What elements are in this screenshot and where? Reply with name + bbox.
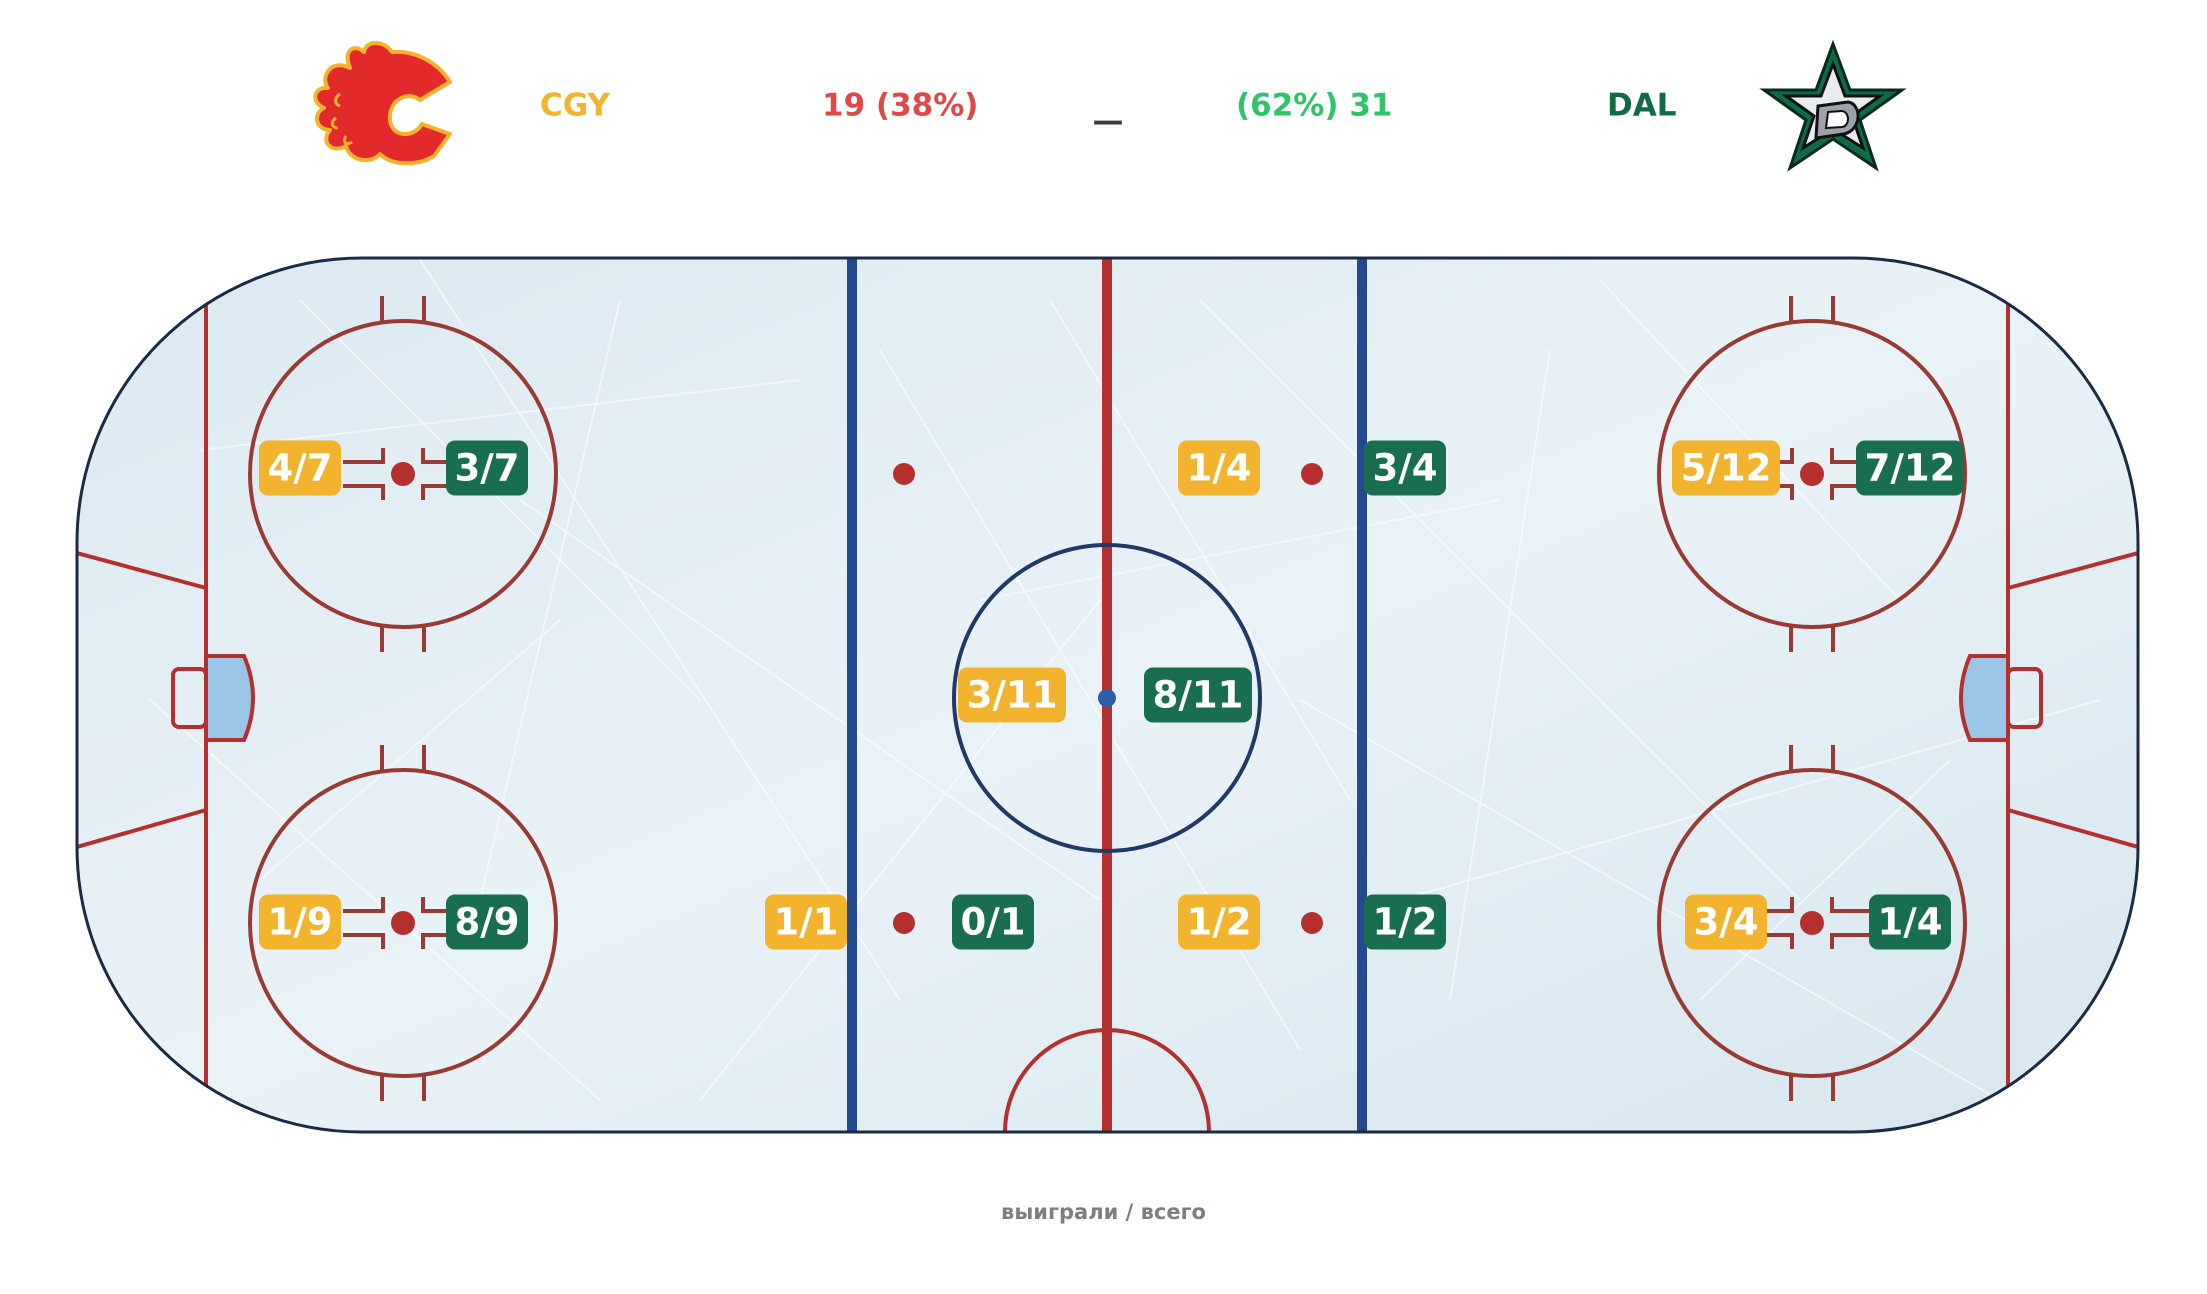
left-bottom-circle-away-badge: 8/9 xyxy=(446,894,528,950)
right-neutral-top-home-badge: 1/4 xyxy=(1178,440,1260,496)
left-top-circle-away-badge: 3/7 xyxy=(446,440,528,496)
left-neutral-bottom-home-badge: 1/1 xyxy=(765,894,847,950)
away-team-abbr: DAL xyxy=(1607,87,1677,124)
right-goal-net xyxy=(2006,667,2043,729)
right-bottom-circle-away-badge: 1/4 xyxy=(1869,894,1951,950)
left-neutral-bottom-away-badge: 0/1 xyxy=(952,894,1034,950)
right-bottom-circle-home-badge: 3/4 xyxy=(1685,894,1767,950)
center-ice-dot xyxy=(1098,689,1116,707)
right-goal-crease xyxy=(1959,654,2010,742)
right-top-circle-home-badge: 5/12 xyxy=(1672,440,1780,496)
left-top-circle-home-badge: 4/7 xyxy=(259,440,341,496)
legend-caption: выиграли / всего xyxy=(1001,1200,1206,1224)
right-neutral-bottom-away-badge: 1/2 xyxy=(1364,894,1446,950)
referee-crease xyxy=(1003,1028,1211,1132)
center-ice-home-badge: 3/11 xyxy=(958,667,1066,723)
stars-logo-icon xyxy=(1759,39,1907,172)
right-neutral-top-away-badge: 3/4 xyxy=(1364,440,1446,496)
left-goal-net xyxy=(171,667,208,729)
left-goal-crease xyxy=(204,654,255,742)
right-neutral-bottom-home-badge: 1/2 xyxy=(1178,894,1260,950)
faceoff-dots xyxy=(391,462,1824,935)
center-ice-away-badge: 8/11 xyxy=(1144,667,1252,723)
flames-logo-icon xyxy=(313,41,452,166)
away-team-score: (62%) 31 xyxy=(1236,87,1393,124)
rink-boards xyxy=(75,256,2140,1134)
faceoff-circles xyxy=(248,296,1967,1101)
ice-scratches xyxy=(149,259,2101,1101)
right-top-circle-away-badge: 7/12 xyxy=(1856,440,1964,496)
center-faceoff-circle xyxy=(952,543,1262,853)
home-team-abbr: CGY xyxy=(540,87,610,124)
left-bottom-circle-home-badge: 1/9 xyxy=(259,894,341,950)
home-team-score: 19 (38%) xyxy=(822,87,979,124)
